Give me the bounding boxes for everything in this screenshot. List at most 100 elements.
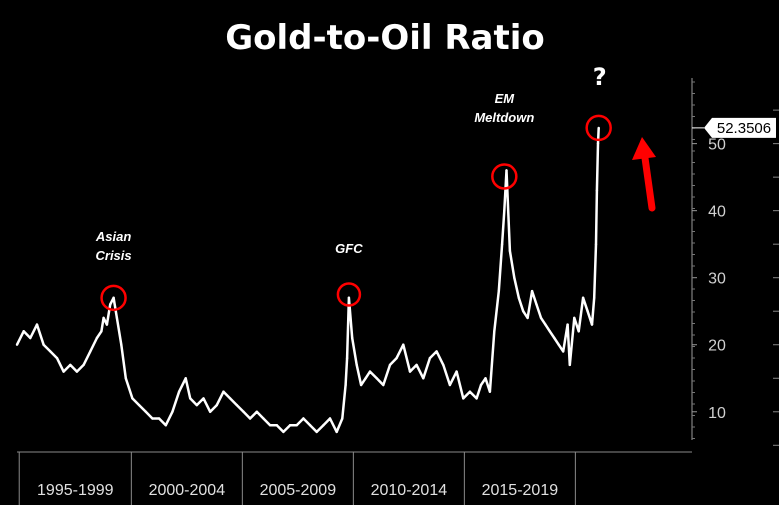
data-point — [15, 343, 19, 346]
data-point — [368, 370, 372, 373]
axes: 10 20 30 40 50 1995-1999 2000-2004 2005-2009 201… — [17, 78, 779, 505]
data-point — [503, 209, 506, 212]
data-point — [493, 330, 496, 333]
data-point — [29, 336, 32, 340]
data-point — [109, 303, 112, 306]
data-point — [69, 363, 72, 367]
data-point — [530, 289, 534, 293]
data-point — [500, 243, 504, 246]
asian-crisis-label: Asian — [95, 229, 131, 244]
data-point — [255, 410, 258, 413]
data-point — [115, 316, 119, 320]
x-category-label: 2015-2019 — [482, 482, 559, 499]
data-point — [184, 377, 187, 380]
data-point — [195, 403, 198, 407]
y-tick-label: 50 — [708, 137, 726, 154]
data-point — [35, 323, 39, 326]
data-point — [586, 310, 589, 313]
data-point — [328, 417, 332, 420]
data-point — [402, 343, 405, 346]
data-point — [566, 323, 569, 326]
data-point — [75, 370, 79, 373]
data-point — [345, 356, 349, 360]
data-point — [382, 383, 385, 387]
data-point — [355, 363, 358, 367]
data-point — [513, 276, 516, 279]
data-point — [308, 424, 312, 427]
data-point — [395, 356, 398, 360]
data-point — [302, 417, 305, 420]
data-point — [144, 410, 147, 413]
x-category-label: 1995-1999 — [37, 482, 114, 499]
data-point — [462, 397, 465, 400]
data-point — [347, 296, 351, 299]
data-point — [124, 377, 128, 380]
y-tick-label: 20 — [708, 338, 726, 355]
data-point — [422, 377, 425, 380]
data-point — [539, 316, 543, 320]
data-point — [49, 350, 52, 353]
data-point — [95, 336, 99, 340]
data-point — [235, 403, 238, 407]
y-tick-label: 40 — [708, 204, 726, 221]
data-point — [89, 350, 92, 353]
data-point — [164, 424, 167, 427]
data-point — [344, 383, 347, 387]
data-point — [488, 390, 492, 393]
data-point — [100, 330, 103, 333]
data-point — [22, 330, 25, 333]
data-point — [209, 410, 212, 413]
data-point — [275, 424, 278, 427]
data-point — [364, 377, 367, 380]
data-point — [484, 377, 487, 380]
red-arrow-head — [632, 137, 656, 160]
red-arrow-shaft — [641, 154, 656, 212]
data-point — [497, 289, 500, 293]
data-point — [468, 390, 472, 393]
data-point — [577, 330, 580, 333]
data-point — [341, 417, 344, 420]
series-line — [15, 127, 600, 434]
x-category-label: 2010-2014 — [371, 482, 448, 499]
data-point — [517, 296, 520, 299]
question-mark-label: ? — [593, 63, 607, 91]
data-point — [526, 316, 529, 320]
data-point — [581, 296, 585, 299]
gfc-label: GFC — [335, 241, 363, 256]
data-point — [597, 126, 600, 130]
data-point — [428, 356, 432, 360]
data-point — [335, 430, 338, 434]
data-point — [508, 249, 512, 253]
last-value-badge — [704, 117, 776, 138]
data-point — [215, 403, 218, 407]
data-point — [479, 383, 483, 387]
chart-title: Gold-to-Oil Ratio — [225, 18, 545, 58]
data-point — [535, 303, 538, 306]
plot-area — [15, 126, 600, 434]
data-point — [295, 424, 298, 427]
data-point — [315, 430, 318, 434]
data-point — [375, 377, 378, 380]
asian-crisis-label: Crisis — [96, 248, 132, 263]
data-point — [55, 356, 59, 360]
gfc-circle — [336, 282, 362, 307]
data-point — [553, 336, 556, 340]
x-category-label: 2005-2009 — [260, 482, 337, 499]
latest-spike-circle — [585, 114, 612, 142]
data-point — [288, 424, 292, 427]
data-point — [268, 424, 272, 427]
asian-crisis-circle — [100, 284, 127, 312]
data-point — [408, 370, 412, 373]
annotations: Asian Crisis GFC EM Meltdown? — [95, 63, 656, 312]
data-point — [435, 350, 438, 353]
y-tick-label: 30 — [708, 271, 726, 288]
data-point — [388, 363, 392, 367]
data-point — [505, 169, 508, 172]
data-point — [590, 323, 594, 326]
data-point — [228, 397, 232, 400]
data-point — [120, 343, 123, 346]
data-point — [557, 343, 560, 346]
data-point — [455, 370, 458, 373]
data-point — [222, 390, 225, 393]
